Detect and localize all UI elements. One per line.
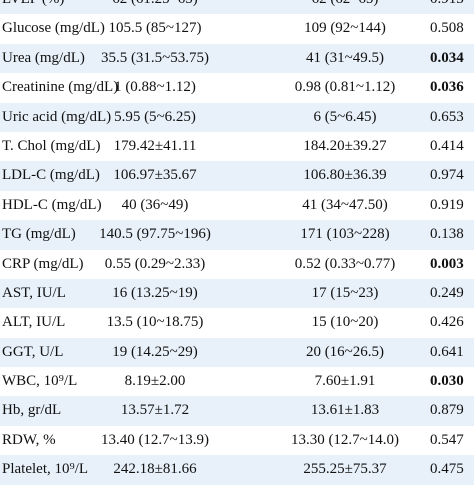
row-label: Urea (mg/dL) — [2, 49, 85, 66]
table-row: Creatinine (mg/dL) 1 (0.88~1.12) 0.98 (0.8… — [0, 73, 474, 102]
table-row: Glucose (mg/dL) 105.5 (85~127) 109 (92~144… — [0, 14, 474, 43]
row-label: CRP (mg/dL) — [2, 255, 84, 272]
group2-value: 13.30 (12.7~14.0) — [290, 431, 400, 448]
row-label: T. Chol (mg/dL) — [2, 137, 101, 154]
group2-value: 106.80±36.39 — [303, 167, 387, 184]
p-value: 0.249 — [430, 284, 464, 301]
group1-value: 179.42±41.11 — [113, 137, 197, 154]
row-label: Uric acid (mg/dL) — [2, 108, 112, 125]
p-value: 0.974 — [430, 167, 464, 184]
table-row: RDW, % 13.40 (12.7~13.9) 13.30 (12.7~14.0)… — [0, 426, 474, 455]
p-value: 0.138 — [430, 226, 464, 243]
group2-value: 7.60±1.91 — [314, 373, 376, 390]
group2-value: 0.52 (0.33~0.77) — [294, 255, 396, 272]
group1-value: 242.18±81.66 — [113, 461, 197, 478]
group1-value: 40 (36~49) — [121, 196, 189, 213]
group2-value: 255.25±75.37 — [303, 461, 387, 478]
p-value: 0.508 — [430, 20, 464, 37]
group2-value: 20 (16~26.5) — [305, 343, 385, 360]
group1-value: 140.5 (97.75~196) — [99, 226, 211, 243]
group2-value: 13.61±1.83 — [310, 402, 380, 419]
group1-value: 16 (13.25~19) — [112, 284, 198, 301]
group1-value: 19 (14.25~29) — [112, 343, 198, 360]
p-value: 0.547 — [430, 431, 464, 448]
group2-value: 17 (15~23) — [311, 284, 379, 301]
group2-value: 62 (62~65) — [250, 0, 440, 14]
p-value: 0.426 — [430, 314, 464, 331]
table-row: GGT, U/L 19 (14.25~29) 20 (16~26.5) 0.641 — [0, 337, 474, 368]
group1-value: 35.5 (31.5~53.75) — [100, 49, 210, 66]
row-label: WBC, 10⁹/L — [2, 373, 78, 390]
p-value: 0.036 — [430, 79, 464, 96]
group1-value: 1 (0.88~1.12) — [114, 79, 196, 96]
table-row: LDL-C (mg/dL) 106.97±35.67 106.80±36.39 0.9… — [0, 161, 474, 191]
group2-value: 41 (31~49.5) — [305, 49, 385, 66]
table-row: Urea (mg/dL) 35.5 (31.5~53.75) 41 (31~49.5… — [0, 43, 474, 74]
p-value: 0.879 — [430, 402, 464, 419]
row-label: GGT, U/L — [2, 343, 64, 360]
table-row: HDL-C (mg/dL) 40 (36~49) 41 (34~47.50) 0.91… — [0, 191, 474, 220]
group2-value: 0.98 (0.81~1.12) — [294, 79, 396, 96]
row-label: Hb, gr/dL — [2, 402, 62, 419]
row-label: Creatinine (mg/dL) — [2, 79, 119, 96]
table-row: CRP (mg/dL) 0.55 (0.29~2.33) 0.52 (0.33~0.… — [0, 250, 474, 279]
group1-value: 13.40 (12.7~13.9) — [100, 431, 210, 448]
row-label: AST, IU/L — [2, 284, 66, 301]
group2-value: 41 (34~47.50) — [302, 196, 388, 213]
table-row: T. Chol (mg/dL) 179.42±41.11 184.20±39.27 0… — [0, 132, 474, 161]
row-label: LDL-C (mg/dL) — [2, 167, 100, 184]
p-value: 0.653 — [430, 108, 464, 125]
table-row: Uric acid (mg/dL) 5.95 (5~6.25) 6 (5~6.45)… — [0, 102, 474, 132]
table-row: WBC, 10⁹/L 8.19±2.00 7.60±1.91 0.030 — [0, 367, 474, 396]
group1-value: 5.95 (5~6.25) — [114, 108, 196, 125]
row-label: HDL-C (mg/dL) — [2, 196, 102, 213]
table-row: AST, IU/L 16 (13.25~19) 17 (15~23) 0.249 — [0, 278, 474, 309]
group2-value: 6 (5~6.45) — [313, 108, 377, 125]
group1-value: 0.55 (0.29~2.33) — [104, 255, 206, 272]
group1-value: 13.5 (10~18.75) — [106, 314, 204, 331]
p-value: 0.919 — [430, 196, 464, 213]
table-row: ALT, IU/L 13.5 (10~18.75) 15 (10~20) 0.426 — [0, 308, 474, 337]
row-label: RDW, % — [2, 431, 56, 448]
p-value: 0.030 — [430, 373, 464, 390]
group1-value: 13.57±1.72 — [120, 402, 190, 419]
table-row: Platelet, 10⁹/L 242.18±81.66 255.25±75.37 0… — [0, 455, 474, 485]
row-label: TG (mg/dL) — [2, 226, 76, 243]
row-label: Platelet, 10⁹/L — [2, 461, 89, 478]
group1-value: 62 (61.25~65) — [60, 0, 250, 14]
group2-value: 171 (103~228) — [300, 226, 390, 243]
row-label: ALT, IU/L — [2, 314, 66, 331]
p-value: 0.034 — [430, 49, 464, 66]
group2-value: 184.20±39.27 — [303, 137, 387, 154]
p-value: 0.913 — [430, 0, 464, 14]
p-value: 0.475 — [430, 461, 464, 478]
group1-value: 105.5 (85~127) — [108, 20, 202, 37]
group2-value: 109 (92~144) — [304, 20, 386, 37]
row-label: LVEF (%) — [2, 0, 64, 14]
group1-value: 8.19±2.00 — [124, 373, 186, 390]
row-label: Glucose (mg/dL) — [2, 20, 105, 37]
table-row: Hb, gr/dL 13.57±1.72 13.61±1.83 0.879 — [0, 396, 474, 426]
p-value: 0.641 — [430, 343, 464, 360]
table-row: TG (mg/dL) 140.5 (97.75~196) 171 (103~228)… — [0, 220, 474, 250]
group2-value: 15 (10~20) — [311, 314, 379, 331]
p-value: 0.414 — [430, 137, 464, 154]
group1-value: 106.97±35.67 — [113, 167, 197, 184]
p-value: 0.003 — [430, 255, 464, 272]
table-row: LVEF (%)62 (61.25~65)62 (62~65)0.913 — [0, 0, 474, 15]
